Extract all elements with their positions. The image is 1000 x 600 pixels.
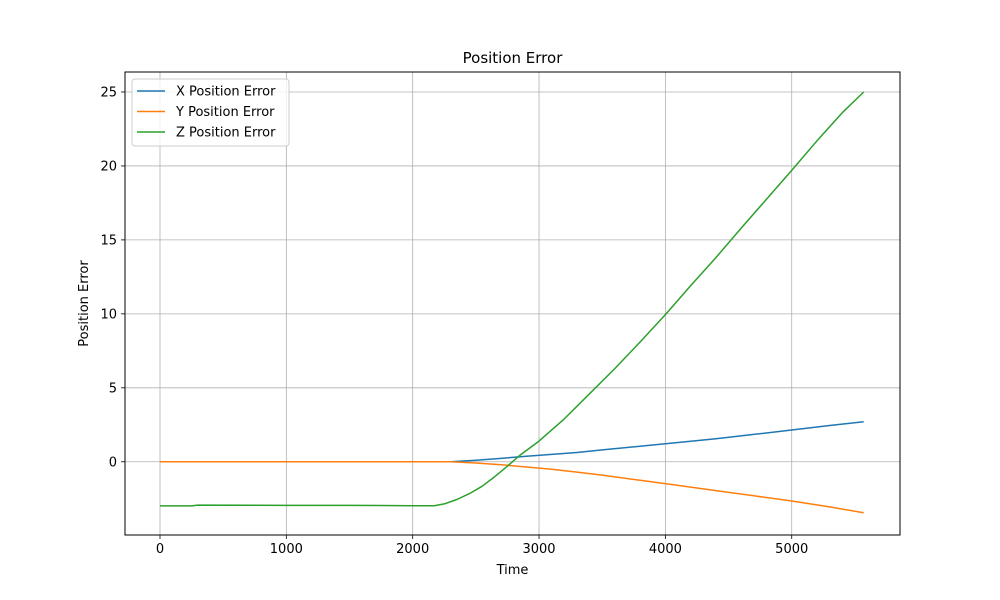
series-lines [160, 91, 865, 514]
legend-label-x-position-error: X Position Error [176, 85, 276, 100]
legend: X Position Error Y Position Error Z Positi… [131, 78, 290, 147]
plot-frame [124, 71, 901, 536]
x-tick-label: 1000 [270, 542, 303, 557]
x-tick-label: 3000 [522, 542, 555, 557]
y-axis-label: Position Error [77, 260, 92, 347]
x-tick-label: 5000 [775, 542, 808, 557]
y-tick-label: 20 [100, 159, 117, 174]
grid [125, 72, 900, 535]
x-tick-label: 2000 [396, 542, 429, 557]
y-tick-label: 10 [100, 307, 117, 322]
y-tick-label: 0 [109, 455, 117, 470]
legend-label-y-position-error: Y Position Error [175, 105, 275, 120]
chart-title: Position Error [463, 49, 564, 67]
y-tick-label: 15 [100, 233, 117, 248]
series-line-z-position-error [160, 91, 865, 507]
axis-ticks: 0 1000 2000 3000 4000 5000 0 5 10 15 20 25 [100, 85, 808, 557]
x-tick-label: 4000 [649, 542, 682, 557]
legend-label-z-position-error: Z Position Error [176, 126, 276, 141]
legend-box [131, 78, 290, 147]
y-tick-label: 25 [100, 85, 117, 100]
series-line-y-position-error [160, 461, 864, 514]
x-tick-label: 0 [156, 542, 164, 557]
x-axis-label: Time [496, 563, 529, 578]
y-tick-label: 5 [109, 381, 117, 396]
